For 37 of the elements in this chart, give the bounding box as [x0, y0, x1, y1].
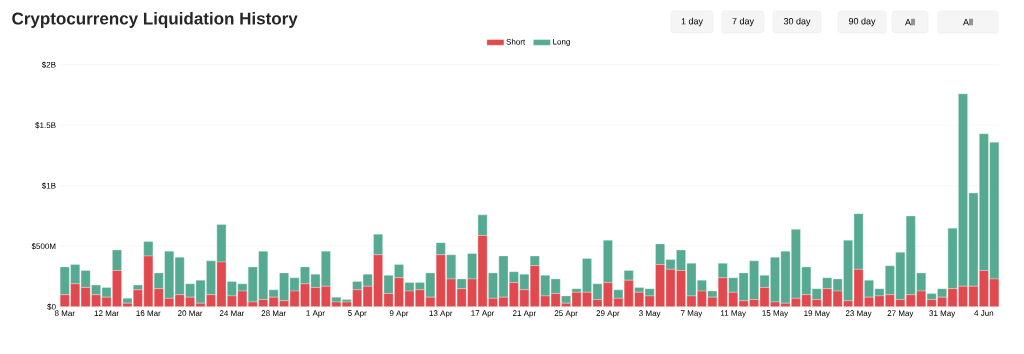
text: 7 day [732, 17, 754, 27]
x-tick-label: 17 Apr [471, 310, 495, 318]
y-tick-label: $1.5B [35, 122, 56, 129]
y-tick-label: $500M [31, 243, 56, 250]
chart-title: Cryptocurrency Liquidation History [12, 12, 298, 28]
x-tick-label: 25 Apr [554, 310, 578, 318]
x-tick-label: 1 Apr [306, 310, 325, 318]
x-tick-label: 29 Apr [596, 310, 620, 318]
legend-label: Short [506, 38, 526, 45]
x-tick-label: 23 May [845, 310, 872, 318]
x-tick-label: 31 May [929, 310, 956, 318]
x-tick-label: 11 May [720, 310, 746, 318]
x-tick-label: 4 Jun [974, 310, 994, 316]
y-tick-label: $0 [47, 303, 56, 311]
x-tick-label: 24 Mar [219, 310, 245, 317]
x-tick-label: 12 Mar [94, 310, 119, 317]
text: All [963, 18, 973, 26]
x-tick-label: 16 Mar [136, 310, 161, 317]
x-tick-label: 20 Mar [178, 310, 203, 317]
x-tick-label: 5 Apr [347, 310, 367, 318]
x-tick-label: 8 Mar [54, 310, 75, 317]
text: 30 day [783, 17, 811, 27]
text: 1 day [681, 17, 703, 27]
x-tick-label: 21 Apr [512, 310, 536, 318]
legend-label: Long [553, 38, 570, 47]
text: All [905, 18, 915, 26]
x-tick-label: 19 May [804, 310, 830, 318]
x-tick-label: 15 May [762, 310, 789, 318]
y-tick-label: $1B [41, 182, 56, 190]
x-tick-label: 13 Apr [429, 310, 453, 318]
x-tick-label: 9 Apr [389, 310, 409, 318]
x-tick-label: 7 May [680, 310, 703, 318]
y-tick-label: $2B [41, 61, 56, 69]
x-tick-label: 28 Mar [261, 310, 286, 317]
x-tick-label: 27 May [887, 310, 914, 318]
text: 90 day [848, 17, 876, 27]
x-tick-label: 3 May [639, 310, 661, 318]
